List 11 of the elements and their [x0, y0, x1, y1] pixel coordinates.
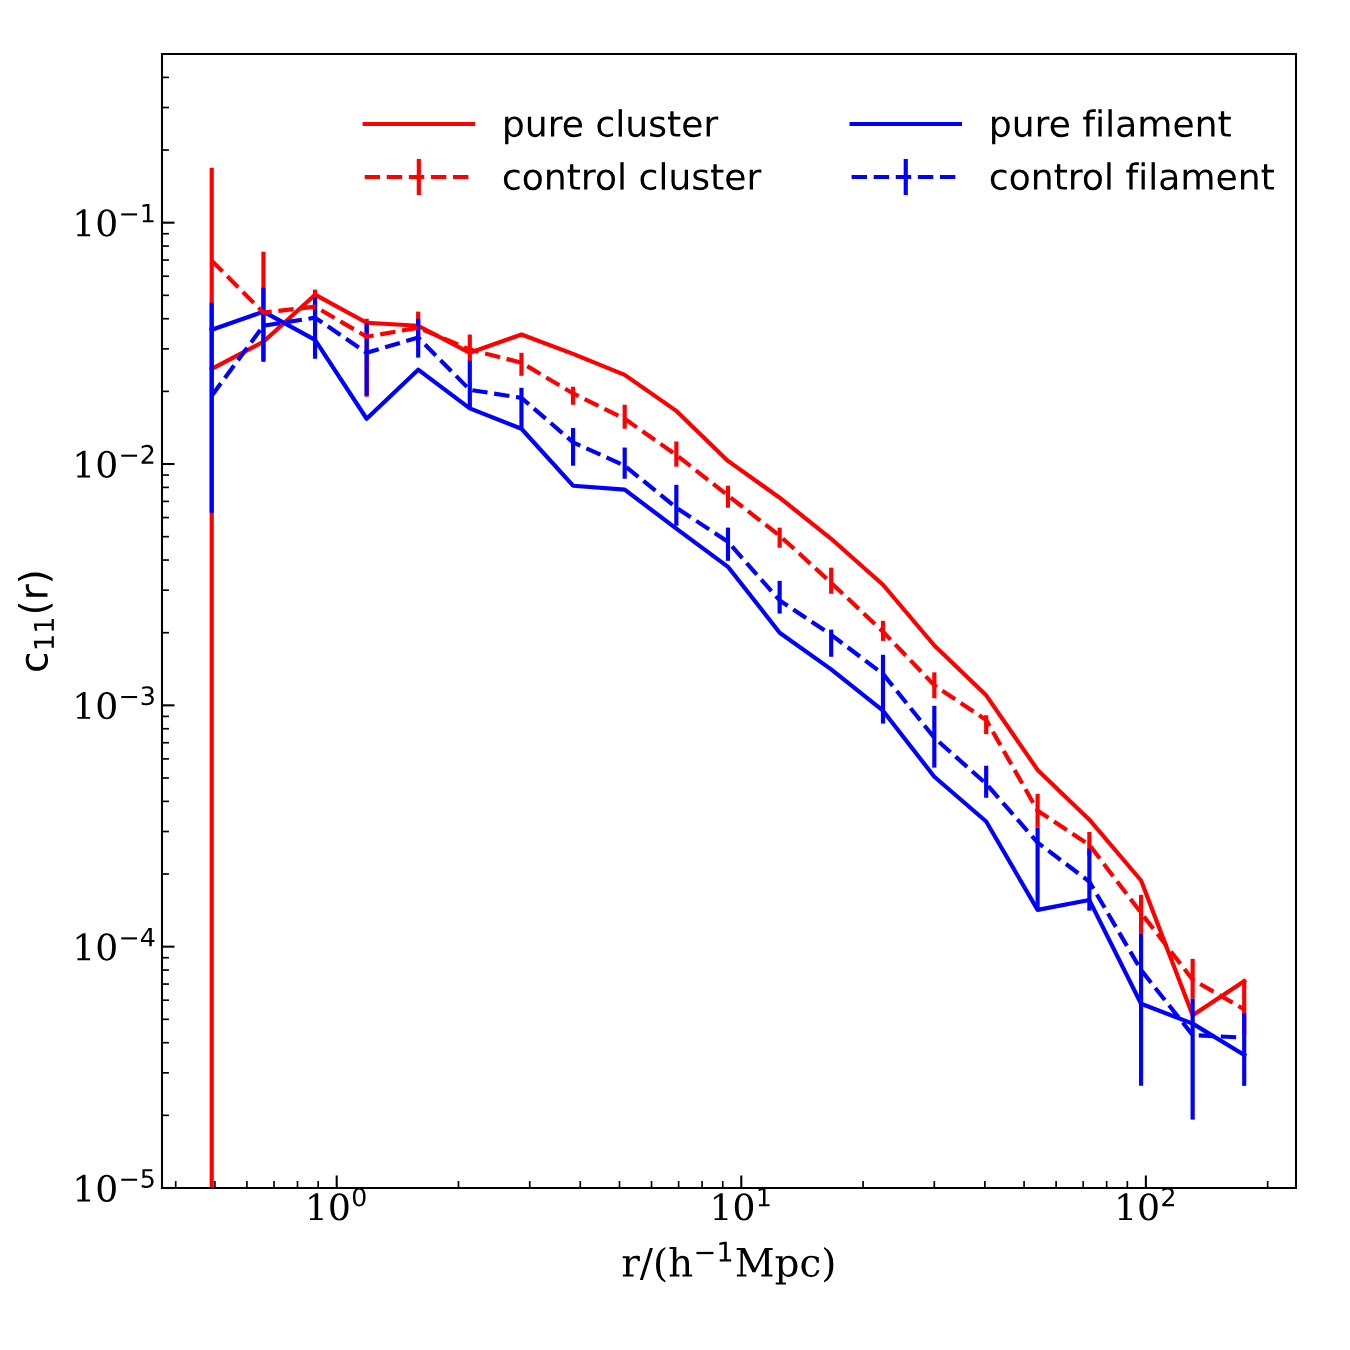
legend-label: control filament [990, 162, 1274, 191]
y-tick-label: 10$^{−5}$ [76, 1169, 154, 1202]
y-tick-label: 10$^{−2}$ [76, 444, 154, 478]
y-axis-title: c$_{11}$(r) [17, 572, 54, 671]
y-tick-label: 10$^{−1}$ [76, 203, 154, 237]
y-tick-label: 10$^{−3}$ [76, 686, 154, 720]
legend-label: pure cluster [505, 109, 719, 145]
legend-label: pure filament [992, 109, 1231, 145]
y-tick-label: 10$^{−4}$ [76, 927, 155, 961]
x-axis-title: r/(h$^{−1}$Mpc) [622, 1241, 834, 1285]
legend-label: control cluster [503, 162, 762, 191]
